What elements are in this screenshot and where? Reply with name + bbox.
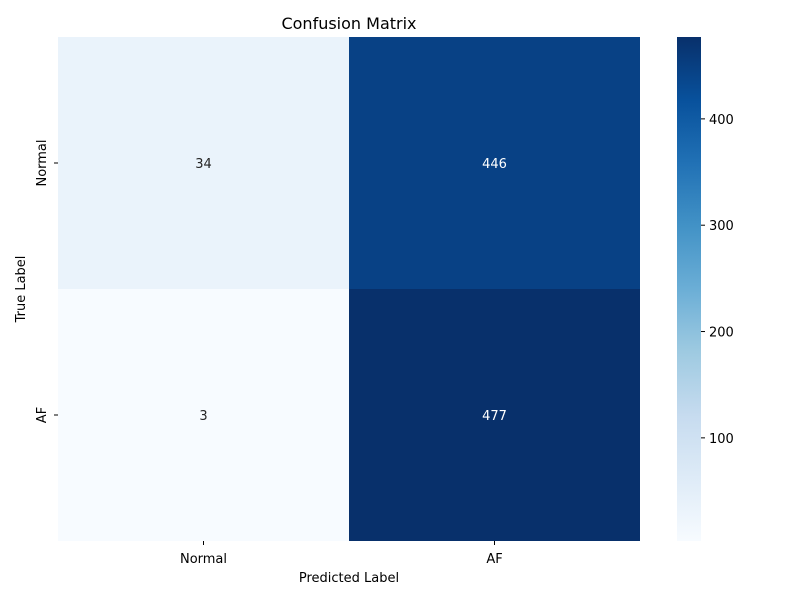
cell-value-label: 446 (482, 157, 507, 172)
heatmap-cells: 34 446 3 477 (58, 37, 640, 541)
colorbar (677, 37, 701, 541)
heatmap-cell (349, 289, 640, 541)
colorbar-tick-label: 100 (709, 432, 734, 447)
x-axis-label: Predicted Label (299, 571, 399, 586)
y-tick-label: Normal (35, 139, 50, 186)
y-axis: Normal AF (35, 139, 58, 423)
colorbar-tick-label: 400 (709, 113, 734, 128)
colorbar-tick-label: 300 (709, 219, 734, 234)
cell-value-label: 34 (195, 157, 212, 172)
cell-value-label: 3 (199, 409, 207, 424)
heatmap-cell (58, 37, 349, 289)
x-tick-label: AF (486, 552, 502, 567)
colorbar-tick-label: 200 (709, 326, 734, 341)
heatmap-cell (349, 37, 640, 289)
y-tick-label: AF (35, 407, 50, 423)
heatmap-cell (58, 289, 349, 541)
cell-value-label: 477 (482, 409, 507, 424)
x-axis: Normal AF (180, 541, 503, 567)
y-axis-label: True Label (14, 256, 29, 324)
x-tick-label: Normal (180, 552, 227, 567)
colorbar-axis: 100 200 300 400 (701, 113, 734, 447)
chart-title: Confusion Matrix (281, 14, 416, 33)
